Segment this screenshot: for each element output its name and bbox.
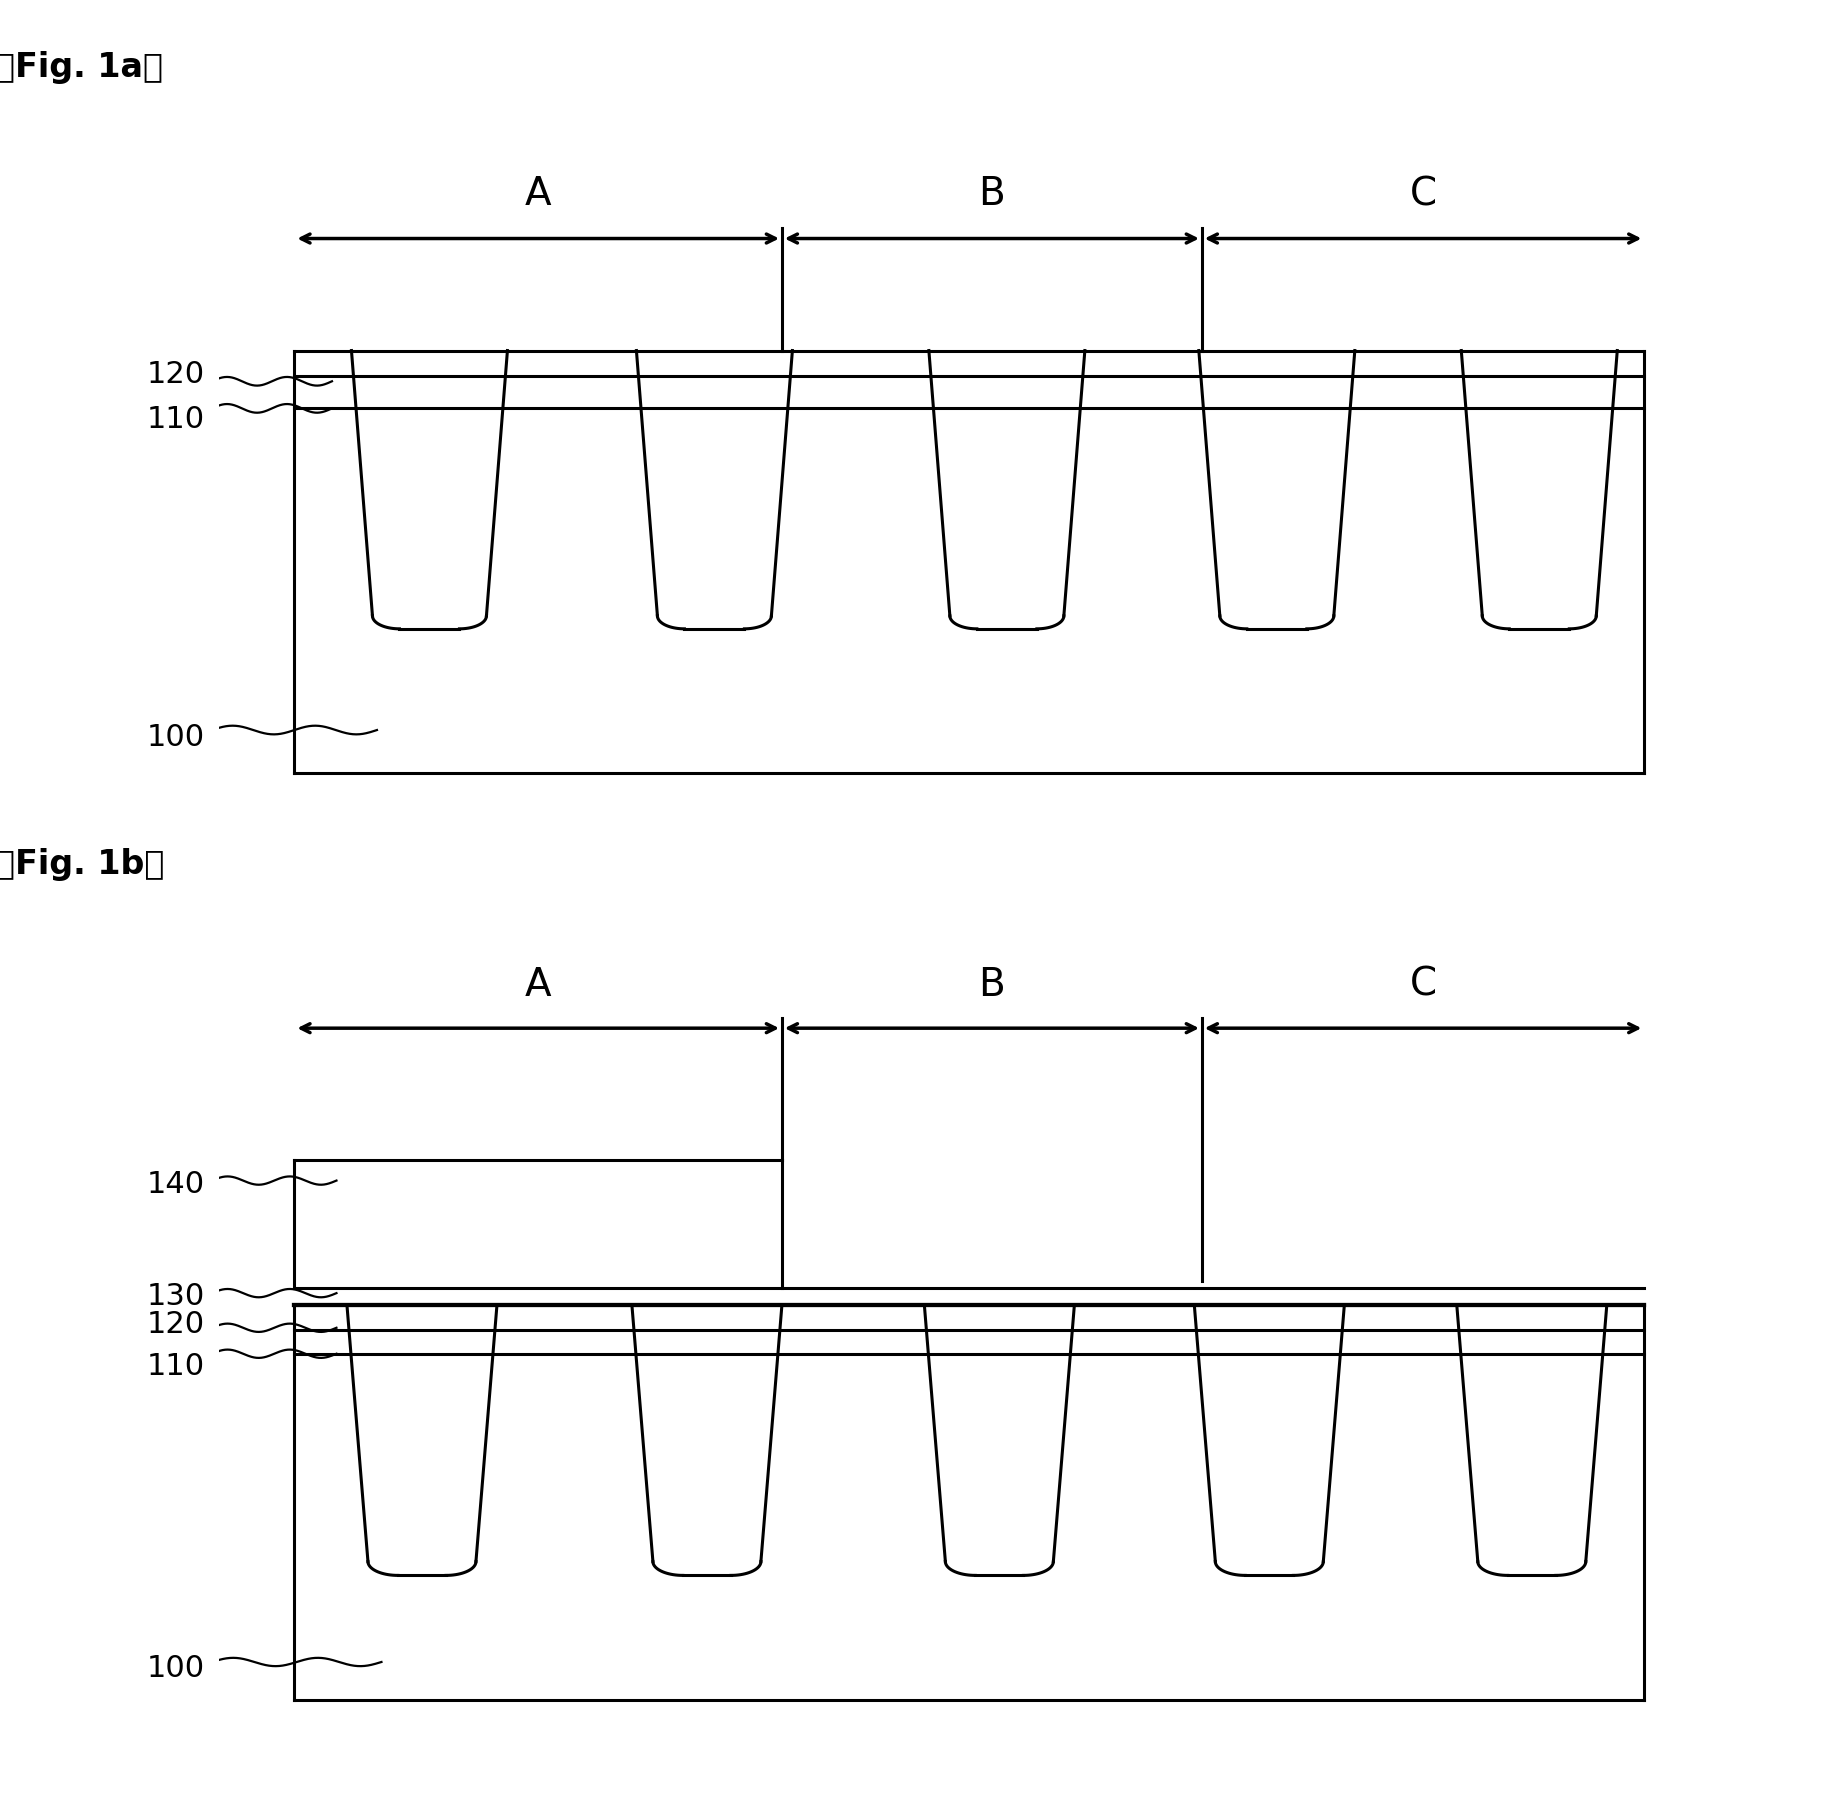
Text: 110: 110	[146, 1352, 205, 1381]
Text: B: B	[979, 175, 1006, 213]
Text: 140: 140	[146, 1169, 205, 1198]
Text: 100: 100	[146, 723, 205, 752]
Text: 120: 120	[146, 360, 205, 389]
Text: B: B	[979, 967, 1006, 1005]
Text: 【Fig. 1b】: 【Fig. 1b】	[0, 847, 165, 882]
Text: 100: 100	[146, 1655, 205, 1684]
Text: C: C	[1410, 967, 1436, 1005]
Text: A: A	[525, 967, 552, 1005]
Text: A: A	[525, 175, 552, 213]
Text: C: C	[1410, 175, 1436, 213]
Text: 120: 120	[146, 1310, 205, 1339]
Text: 110: 110	[146, 405, 205, 434]
Text: 130: 130	[146, 1283, 205, 1312]
Text: 【Fig. 1a】: 【Fig. 1a】	[0, 51, 163, 83]
